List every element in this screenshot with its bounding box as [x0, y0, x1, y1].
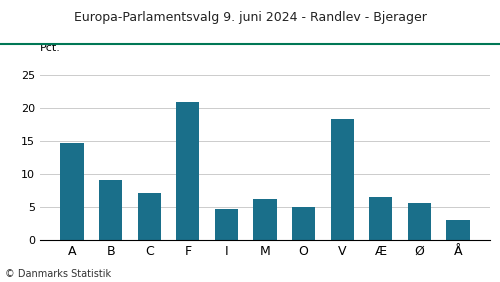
Text: Pct.: Pct.	[40, 43, 61, 53]
Bar	[99, 180, 122, 240]
Text: © Danmarks Statistik: © Danmarks Statistik	[5, 269, 111, 279]
Bar	[138, 193, 161, 240]
Bar	[369, 197, 392, 240]
Bar	[330, 119, 354, 240]
Bar	[254, 199, 276, 240]
Bar	[408, 203, 431, 240]
Bar	[446, 220, 469, 240]
Bar	[176, 102, 200, 240]
Text: Europa-Parlamentsvalg 9. juni 2024 - Randlev - Bjerager: Europa-Parlamentsvalg 9. juni 2024 - Ran…	[74, 11, 426, 24]
Bar	[215, 210, 238, 240]
Bar	[292, 207, 315, 240]
Bar	[60, 143, 84, 240]
